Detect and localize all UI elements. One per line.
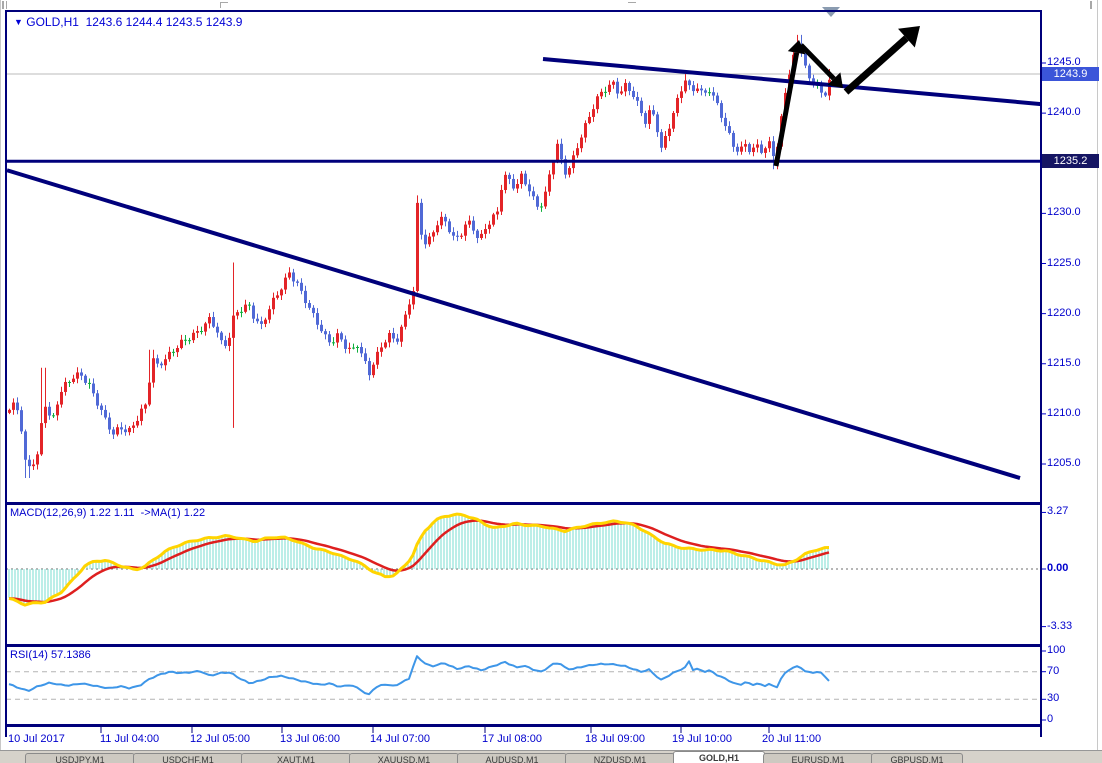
chart-tab-usdchf-m1[interactable]: USDCHF,M1: [133, 753, 243, 763]
rsi-axis-label: 70: [1047, 664, 1060, 677]
chart-tab-nzdusd-m1[interactable]: NZDUSD,M1: [565, 753, 675, 763]
chart-frame-right: [1040, 10, 1042, 737]
chart-tab-xaut-m1[interactable]: XAUT,M1: [241, 753, 351, 763]
macd-panel[interactable]: [7, 505, 1040, 644]
price-axis-label: 1220.0: [1047, 306, 1081, 319]
quote-symbol: GOLD,H1: [26, 15, 79, 29]
time-axis-label: 19 Jul 10:00: [672, 733, 732, 745]
chart-tab-audusd-m1[interactable]: AUDUSD,M1: [457, 753, 567, 763]
chart-tab-eurusd-m1[interactable]: EURUSD,M1: [763, 753, 873, 763]
quote-bar: ▼ GOLD,H1 1243.6 1244.4 1243.5 1243.9: [14, 15, 242, 29]
main-chart-panel[interactable]: [7, 12, 1040, 502]
quote-low: 1243.5: [165, 15, 203, 29]
support-price-badge: 1235.2: [1042, 154, 1099, 169]
splitter-mark[interactable]: [220, 2, 228, 3]
splitter-mark[interactable]: [2, 1, 4, 9]
rsi-axis-label: 30: [1047, 692, 1060, 705]
splitter-mark[interactable]: [220, 2, 221, 8]
splitter-mark[interactable]: [1090, 1, 1092, 9]
macd-label: MACD(12,26,9) 1.22 1.11 ->MA(1) 1.22: [10, 507, 206, 519]
quote-open: 1243.6: [85, 15, 123, 29]
price-axis-label: 1225.0: [1047, 256, 1081, 269]
current-price-badge: 1243.9: [1042, 67, 1099, 82]
price-axis-label: 1205.0: [1047, 457, 1081, 469]
price-axis-label: 1210.0: [1047, 406, 1081, 419]
chart-tab-usdjpy-m1[interactable]: USDJPY,M1: [25, 753, 135, 763]
chart-tab-xauusd-m1[interactable]: XAUUSD,M1: [349, 753, 459, 763]
price-axis-label: 1245.0: [1047, 56, 1081, 68]
window-edge-left: [0, 0, 1, 750]
chart-tab-bar: USDJPY,M1 USDCHF,M1 XAUT,M1 XAUUSD,M1 AUDUSD…: [0, 750, 1102, 763]
quote-high: 1244.4: [125, 15, 163, 29]
chart-tab-gold-h1[interactable]: GOLD,H1: [673, 751, 765, 763]
time-axis-label: 20 Jul 11:00: [762, 733, 822, 745]
chart-frame-bottom: [5, 724, 1042, 727]
time-axis-label: 17 Jul 08:00: [482, 733, 542, 745]
price-axis-label: 1240.0: [1047, 106, 1081, 119]
macd-axis-label: 3.27: [1047, 505, 1069, 518]
rsi-label: RSI(14) 57.1386: [10, 649, 91, 661]
time-axis-label: 13 Jul 06:00: [280, 733, 340, 745]
macd-axis-label: -3.33: [1047, 619, 1073, 632]
macd-axis-label: 0.00: [1047, 562, 1069, 574]
time-axis-label: 12 Jul 05:00: [190, 733, 250, 745]
time-axis-label: 10 Jul 2017: [8, 733, 65, 745]
window-edge-right: [1097, 0, 1098, 750]
rsi-panel[interactable]: [7, 647, 1040, 724]
rsi-axis-label: 100: [1047, 644, 1066, 656]
chart-frame-left: [5, 10, 7, 737]
splitter-mark[interactable]: [628, 2, 636, 3]
time-axis-label: 14 Jul 07:00: [370, 733, 430, 745]
price-axis-label: 1230.0: [1047, 206, 1081, 219]
rsi-axis-label: 0: [1047, 713, 1054, 725]
time-axis-label: 11 Jul 04:00: [100, 733, 160, 745]
symbol-dropdown-icon[interactable]: ▼: [14, 17, 23, 27]
panel-separator-rsi[interactable]: [5, 644, 1042, 647]
panel-separator-macd[interactable]: [5, 502, 1042, 505]
chart-frame-top: [5, 10, 1042, 12]
price-axis-label: 1215.0: [1047, 356, 1081, 369]
splitter-mark[interactable]: [6, 1, 7, 9]
time-axis-label: 18 Jul 09:00: [585, 733, 645, 745]
quote-close: 1243.9: [205, 15, 243, 29]
chart-tab-gbpusd-m1[interactable]: GBPUSD,M1: [871, 753, 963, 763]
